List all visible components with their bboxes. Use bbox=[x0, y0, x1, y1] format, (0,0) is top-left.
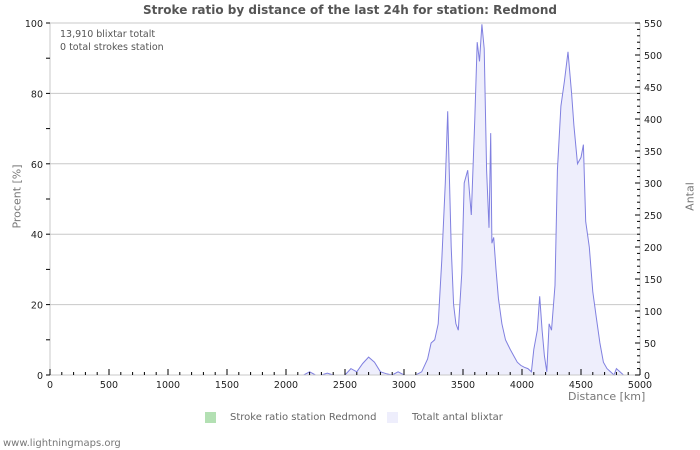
tick-label: 300 bbox=[644, 179, 662, 190]
tick-label: 80 bbox=[31, 89, 43, 100]
chart-title: Stroke ratio by distance of the last 24h… bbox=[143, 3, 557, 17]
tick-label: 0 bbox=[47, 380, 53, 391]
series-area bbox=[50, 24, 640, 376]
tick-label: 0 bbox=[644, 371, 650, 382]
total-strikes-line bbox=[50, 24, 640, 376]
legend-item-total: Totalt antal blixtar bbox=[387, 412, 503, 423]
tick-label: 2000 bbox=[274, 380, 298, 391]
legend-label: Totalt antal blixtar bbox=[412, 412, 503, 423]
legend-item-stroke-ratio: Stroke ratio station Redmond bbox=[205, 412, 376, 423]
tick-label: 100 bbox=[25, 19, 43, 30]
tick-label: 2500 bbox=[333, 380, 357, 391]
tick-label: 350 bbox=[644, 147, 662, 158]
y-axis-left-title: Procent [%] bbox=[10, 164, 24, 229]
tick-label: 200 bbox=[644, 243, 662, 254]
tick-label: 3500 bbox=[451, 380, 475, 391]
tick-label: 550 bbox=[644, 19, 662, 30]
total-strikes-area bbox=[50, 24, 640, 376]
tick-label: 450 bbox=[644, 83, 662, 94]
tick-label: 1500 bbox=[215, 380, 239, 391]
tick-label: 250 bbox=[644, 211, 662, 222]
tick-label: 4000 bbox=[510, 380, 534, 391]
tick-label: 1000 bbox=[156, 380, 180, 391]
tick-label: 400 bbox=[644, 115, 662, 126]
tick-label: 500 bbox=[100, 380, 118, 391]
tick-label: 50 bbox=[644, 339, 656, 350]
gridlines bbox=[50, 22, 640, 306]
legend-swatch-green bbox=[205, 412, 216, 423]
tick-label: 3000 bbox=[392, 380, 416, 391]
tick-label: 100 bbox=[644, 307, 662, 318]
tick-label: 40 bbox=[31, 230, 43, 241]
tick-label: 4500 bbox=[569, 380, 593, 391]
tick-label: 60 bbox=[31, 160, 43, 171]
axes: 0 500 1000 1500 2000 2500 3000 3500 4000 4500 5000… bbox=[25, 19, 662, 391]
x-axis-title: Distance [km] bbox=[568, 390, 646, 403]
legend-swatch-lavender bbox=[387, 412, 398, 423]
tick-label: 20 bbox=[31, 301, 43, 312]
credit-link[interactable]: www.lightningmaps.org bbox=[3, 438, 121, 449]
y-axis-right-title: Antal bbox=[683, 182, 697, 211]
legend-label: Stroke ratio station Redmond bbox=[230, 412, 377, 423]
tick-label: 5000 bbox=[628, 380, 652, 391]
total-strikes-label: 13,910 blixtar totalt bbox=[60, 29, 156, 40]
tick-label: 500 bbox=[644, 51, 662, 62]
station-strikes-label: 0 total strokes station bbox=[60, 42, 164, 53]
tick-label: 150 bbox=[644, 275, 662, 286]
tick-label: 0 bbox=[37, 371, 43, 382]
